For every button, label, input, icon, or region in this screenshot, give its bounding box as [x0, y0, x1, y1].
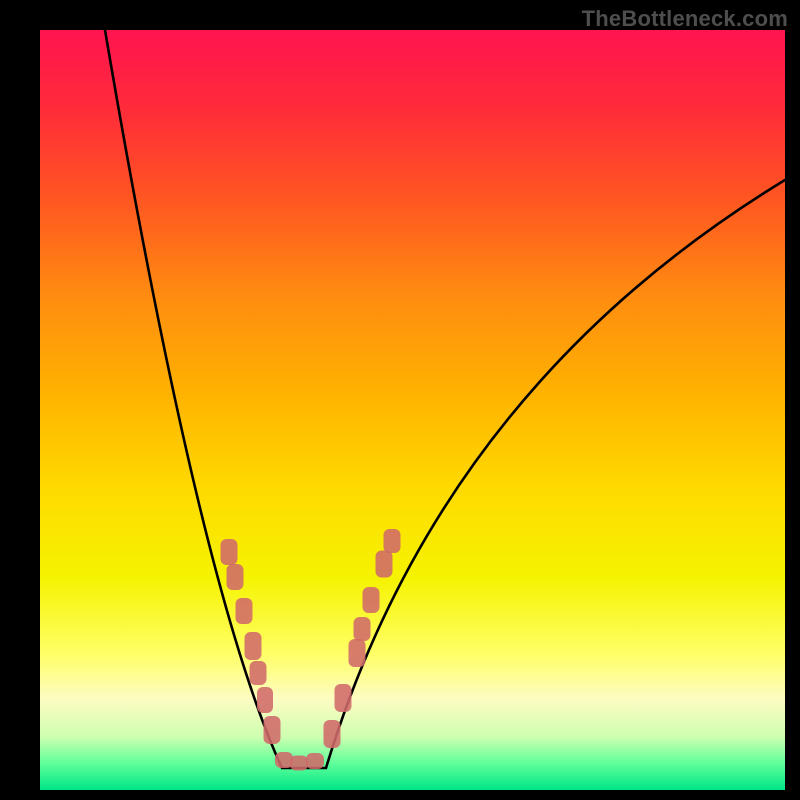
curve-marker: [221, 539, 238, 565]
curve-marker: [324, 720, 341, 748]
curve-marker: [250, 661, 267, 685]
curve-marker: [227, 564, 244, 590]
curve-marker: [236, 598, 253, 624]
curve-marker: [257, 687, 273, 713]
curve-marker: [264, 716, 281, 744]
curve-marker: [306, 753, 324, 769]
curve-marker: [376, 551, 393, 578]
watermark-text: TheBottleneck.com: [582, 6, 788, 32]
curve-marker: [335, 684, 352, 712]
curve-marker: [349, 639, 366, 667]
plot-area: [40, 30, 785, 790]
chart-svg: [40, 30, 785, 790]
curve-marker: [354, 617, 371, 641]
chart-frame: TheBottleneck.com: [0, 0, 800, 800]
curve-marker: [363, 587, 380, 613]
curve-marker: [290, 756, 308, 771]
curve-marker: [384, 529, 401, 553]
curve-marker: [245, 632, 262, 660]
gradient-background: [40, 30, 785, 790]
